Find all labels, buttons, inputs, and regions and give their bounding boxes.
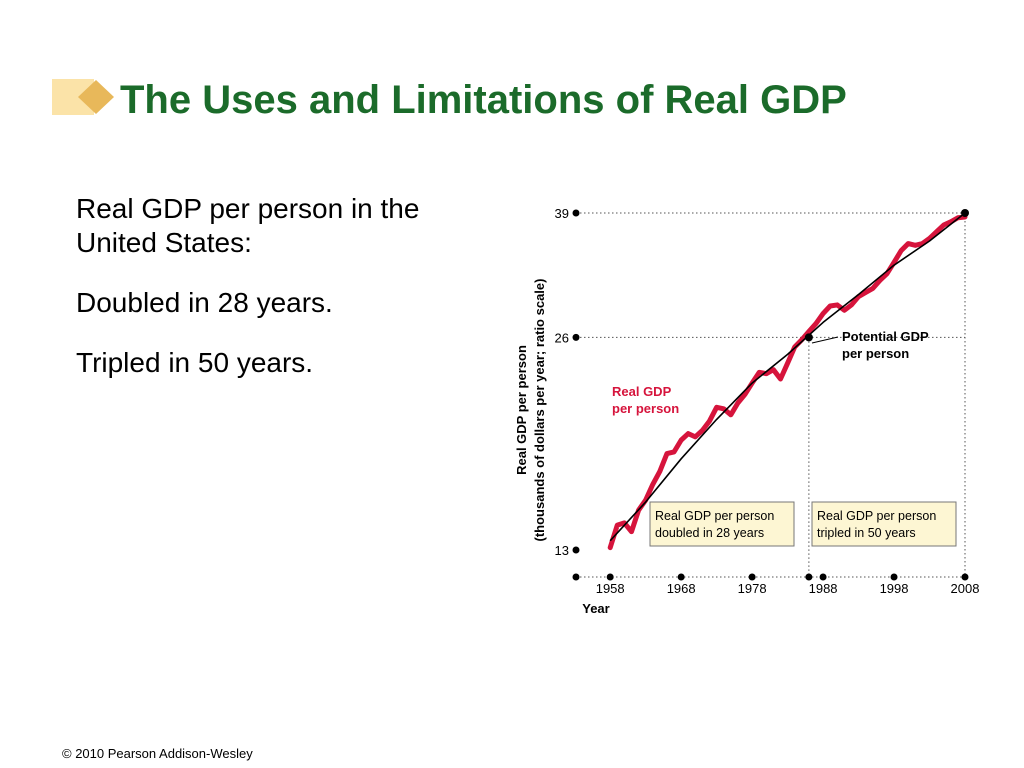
bullet-item: Doubled in 28 years. [76,287,333,318]
slide-title: The Uses and Limitations of Real GDP [120,78,847,122]
potential-gdp-label-line: Potential GDP [842,329,929,344]
y-axis-sublabel: (thousands of dollars per year; ratio sc… [532,279,547,542]
y-tick-dot [572,333,580,341]
x-tick-label: 1958 [596,581,625,596]
potential-gdp-label-line: per person [842,346,909,361]
x-tick-dot [819,573,827,581]
x-tick-dot [677,573,685,581]
annotation-text: Real GDP per person doubled in 28 years [655,509,774,540]
annotation-text-line: tripled in 50 years [817,526,916,540]
x-tick-label: 2008 [951,581,980,596]
annotation-box [811,501,957,547]
real-gdp-label: Real GDP per person [612,384,679,416]
real-gdp-label-line: Real GDP [612,384,672,399]
bullet-item: Real GDP per person in the United States… [76,193,420,258]
title-diamond-icon [52,79,114,115]
tripling-point-dot [961,209,969,217]
x-tick-dot [890,573,898,581]
potential-gdp-line [609,212,966,542]
y-tick-label: 39 [555,206,569,221]
x-tick-label: 1998 [880,581,909,596]
title-deco-diamond [78,80,114,114]
x-axis-origin-dot [572,573,580,581]
annotation-text-line: Real GDP per person [655,509,774,523]
real-gdp-label-line: per person [612,401,679,416]
potential-gdp-leader [811,336,839,344]
doubling-point-dot [804,333,813,342]
x-tick-label: 1968 [667,581,696,596]
gdp-chart: 13 26 39 1958 1968 1978 1988 1998 2008 Year Real G… [514,206,980,616]
x-tick-dot [606,573,614,581]
real-gdp-line [607,214,968,551]
copyright-footer: © 2010 Pearson Addison-Wesley [62,746,253,761]
y-axis-label: Real GDP per person [514,345,529,475]
x-tick-label: 1978 [738,581,767,596]
x-axis-dot [805,573,813,581]
annotation-box [649,501,795,547]
y-tick-dot [572,209,580,217]
x-tick-dot [748,573,756,581]
x-tick-dot [961,573,969,581]
x-tick-label: 1988 [809,581,838,596]
annotation-text: Real GDP per person tripled in 50 years [817,509,936,540]
bullet-list: Real GDP per person in the United States… [76,192,476,406]
annotation-text-line: doubled in 28 years [655,526,764,540]
annotation-text-line: Real GDP per person [817,509,936,523]
x-axis-label: Year [582,601,609,616]
y-tick-label: 26 [555,330,569,345]
bullet-item: Tripled in 50 years. [76,347,314,378]
y-tick-dot [572,546,580,554]
y-tick-label: 13 [555,543,569,558]
potential-gdp-label: Potential GDP per person [842,329,929,361]
